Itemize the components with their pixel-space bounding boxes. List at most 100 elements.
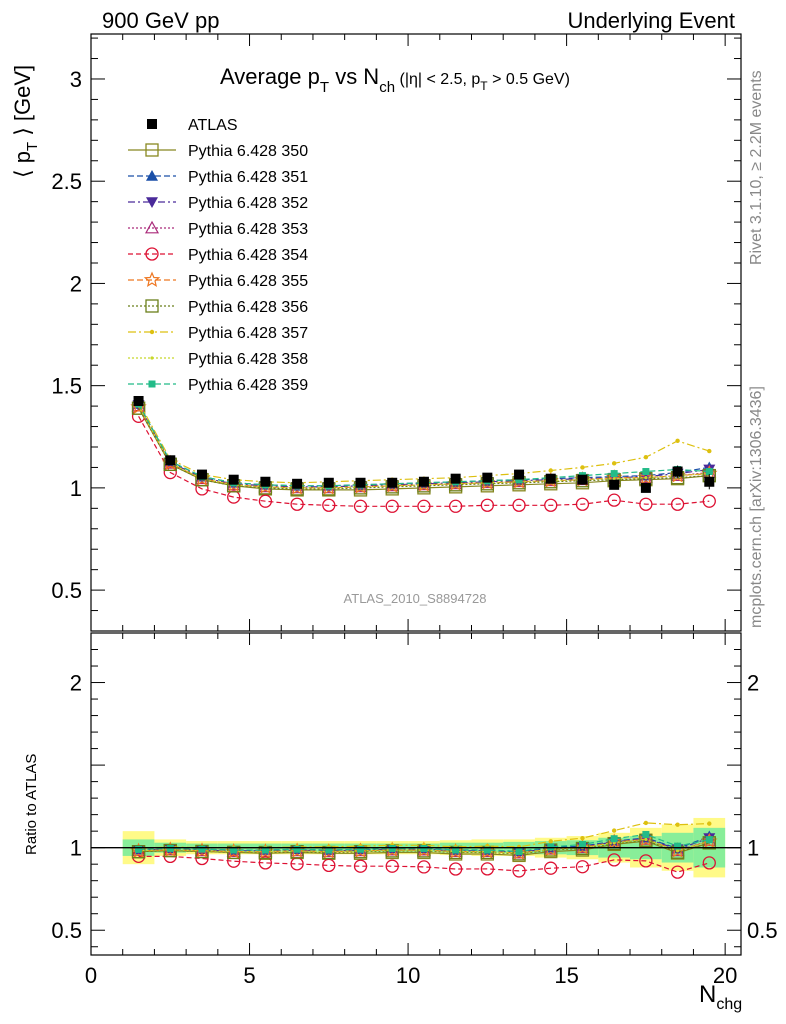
series-marker xyxy=(384,477,401,493)
series-marker xyxy=(514,469,525,480)
ratio-y-tick-label-right: 0.5 xyxy=(747,918,778,943)
analysis-watermark: ATLAS_2010_S8894728 xyxy=(344,591,487,606)
legend-label: Pythia 6.428 357 xyxy=(188,325,308,342)
series-marker xyxy=(196,469,207,480)
series-marker xyxy=(545,473,556,484)
series-marker xyxy=(675,849,680,853)
x-axis-label-sub: chg xyxy=(716,996,742,1013)
series-marker xyxy=(670,497,685,511)
series-marker xyxy=(417,860,431,874)
series-marker xyxy=(166,844,174,852)
series-marker xyxy=(580,465,585,470)
series-marker xyxy=(705,836,713,844)
series-marker xyxy=(145,299,159,313)
plot-title-sub1: T xyxy=(320,79,329,96)
series-line xyxy=(138,403,710,487)
series-line xyxy=(138,416,710,507)
series-marker xyxy=(707,448,712,454)
series-marker xyxy=(353,859,368,873)
series-marker xyxy=(325,846,333,854)
series-marker xyxy=(322,498,336,512)
series-marker xyxy=(147,119,157,129)
series-marker xyxy=(672,466,683,477)
series-line xyxy=(138,405,710,489)
series-marker xyxy=(452,846,460,854)
series-marker xyxy=(149,329,155,335)
main-ylabel-sub: T xyxy=(24,142,41,151)
ratio-y-tick-label: 0.5 xyxy=(51,918,82,943)
series-marker xyxy=(643,455,649,460)
legend-entry: Pythia 6.428 350 xyxy=(128,143,308,160)
legend-label: ATLAS xyxy=(188,117,238,134)
legend-entry: Pythia 6.428 357 xyxy=(128,325,308,342)
legend-entry: Pythia 6.428 356 xyxy=(128,299,308,316)
main-ylabel-b: ⟩ [GeV] xyxy=(10,65,35,142)
series-marker xyxy=(135,845,143,853)
plot-title-cond-b: > 0.5 GeV) xyxy=(488,71,570,88)
legend-label: Pythia 6.428 358 xyxy=(188,351,308,368)
ratio-ylabel: Ratio to ATLAS xyxy=(23,754,40,855)
series-marker xyxy=(352,842,369,858)
ratio-panel-frame xyxy=(90,632,742,956)
series-marker xyxy=(515,848,523,856)
legend-entry: Pythia 6.428 351 xyxy=(128,169,308,186)
x-tick-label: 10 xyxy=(396,963,420,988)
series-marker xyxy=(547,843,555,851)
series-marker xyxy=(637,830,654,847)
series-marker xyxy=(482,472,493,483)
series-marker xyxy=(165,455,176,466)
series-marker xyxy=(644,476,648,480)
series-marker xyxy=(701,832,718,849)
x-tick-label: 0 xyxy=(85,963,97,988)
x-axis-label: Nchg xyxy=(699,981,742,1013)
mcplots-text: mcplots.cern.ch [arXiv:1306.3436] xyxy=(748,386,765,628)
series-marker xyxy=(420,844,428,852)
series-marker xyxy=(148,380,156,388)
legend-entry: Pythia 6.428 355 xyxy=(128,271,308,290)
series-marker xyxy=(322,858,336,873)
series-marker xyxy=(385,859,399,873)
legend: ATLAS Pythia 6.428 350 Pythia 6.428 351 Pyt… xyxy=(128,117,308,394)
series-marker xyxy=(480,862,494,876)
series-marker xyxy=(227,490,241,504)
series-marker xyxy=(575,860,590,874)
ratio-series-pythia-6.428-359 xyxy=(135,830,713,856)
legend-label: Pythia 6.428 355 xyxy=(188,273,308,290)
series-marker xyxy=(670,865,685,879)
series-marker xyxy=(418,476,429,487)
series-marker xyxy=(643,820,649,826)
legend-label: Pythia 6.428 359 xyxy=(188,377,308,394)
series-marker xyxy=(675,822,680,827)
series-marker xyxy=(288,842,306,858)
ratio-y-tick-label: 1 xyxy=(70,836,82,861)
series-marker xyxy=(640,482,651,493)
main-y-tick-label: 2.5 xyxy=(51,169,82,194)
series-marker xyxy=(323,477,334,488)
series-marker xyxy=(195,482,209,496)
series-marker xyxy=(258,494,273,508)
series-marker xyxy=(702,856,716,870)
x-tick-label: 5 xyxy=(243,963,255,988)
series-marker xyxy=(450,473,461,484)
legend-label: Pythia 6.428 354 xyxy=(188,247,308,264)
legend-entry: Pythia 6.428 359 xyxy=(128,377,308,394)
series-marker xyxy=(448,499,463,513)
series-marker xyxy=(610,835,618,843)
series-marker xyxy=(510,844,528,861)
series-marker xyxy=(669,467,686,483)
series-marker xyxy=(230,846,238,854)
series-marker xyxy=(639,497,653,511)
series-marker xyxy=(544,498,558,512)
series-marker xyxy=(674,842,682,850)
x-tick-label: 15 xyxy=(554,963,578,988)
series-marker xyxy=(260,476,271,487)
series-marker xyxy=(144,220,160,234)
main-panel-frame xyxy=(90,33,742,632)
series-marker xyxy=(320,479,337,495)
plot-title-mid: vs N xyxy=(329,64,379,89)
series-marker xyxy=(577,474,588,485)
series-marker xyxy=(610,470,618,478)
series-marker xyxy=(704,476,715,487)
main-y-tick-label: 2 xyxy=(70,271,82,296)
ratio-y-tick-label-right: 1 xyxy=(747,836,759,861)
